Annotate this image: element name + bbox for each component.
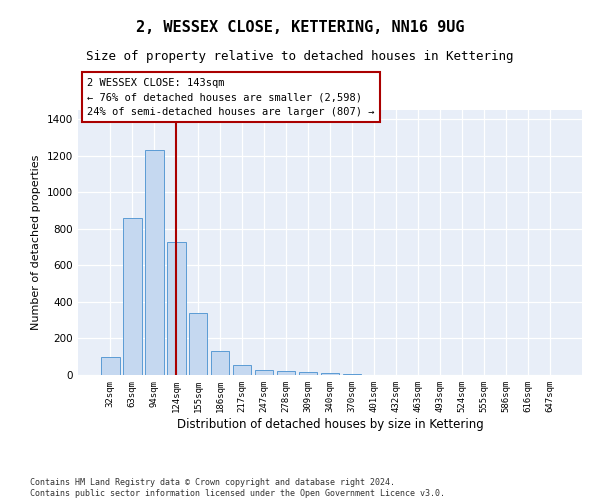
Bar xyxy=(277,372,295,375)
Y-axis label: Number of detached properties: Number of detached properties xyxy=(31,155,41,330)
Text: 2, WESSEX CLOSE, KETTERING, NN16 9UG: 2, WESSEX CLOSE, KETTERING, NN16 9UG xyxy=(136,20,464,35)
Bar xyxy=(189,313,208,375)
Bar xyxy=(145,150,164,375)
Bar xyxy=(320,373,340,375)
Bar xyxy=(101,356,119,375)
Text: Contains HM Land Registry data © Crown copyright and database right 2024.
Contai: Contains HM Land Registry data © Crown c… xyxy=(30,478,445,498)
Bar xyxy=(255,370,274,375)
Bar xyxy=(211,351,229,375)
Bar xyxy=(299,372,317,375)
Bar xyxy=(233,365,251,375)
Bar xyxy=(123,218,142,375)
Bar xyxy=(343,374,361,375)
Text: Size of property relative to detached houses in Kettering: Size of property relative to detached ho… xyxy=(86,50,514,63)
X-axis label: Distribution of detached houses by size in Kettering: Distribution of detached houses by size … xyxy=(176,418,484,430)
Bar xyxy=(167,242,185,375)
Text: 2 WESSEX CLOSE: 143sqm
← 76% of detached houses are smaller (2,598)
24% of semi-: 2 WESSEX CLOSE: 143sqm ← 76% of detached… xyxy=(87,78,374,117)
